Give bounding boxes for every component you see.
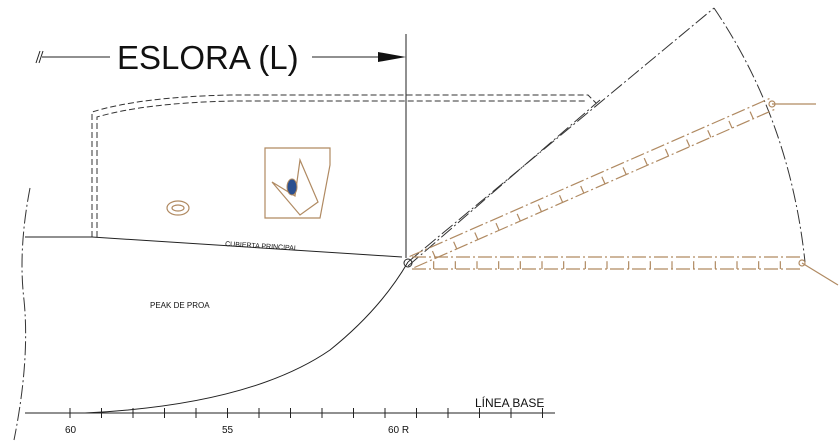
chain <box>410 99 770 257</box>
swing-arc <box>714 8 805 262</box>
chain-link <box>602 177 605 184</box>
compartment-label: PEAK DE PROA <box>150 301 210 310</box>
swing-line <box>408 100 600 266</box>
chain-link <box>729 121 732 128</box>
frame-label: 55 <box>222 425 234 436</box>
chain-link <box>623 167 626 174</box>
baseline-label: LÍNEA BASE <box>475 395 544 410</box>
title: ESLORA (L) <box>117 39 299 76</box>
hawse <box>167 201 189 215</box>
chain-link <box>560 195 563 202</box>
frame-label: 60 <box>65 425 77 436</box>
frame-label: 60 R <box>388 425 409 436</box>
chain-link <box>475 232 478 239</box>
chain <box>414 109 774 267</box>
chain-link <box>496 223 499 230</box>
superstructure <box>92 95 596 237</box>
chain-link <box>644 158 647 165</box>
deck-line <box>25 237 402 257</box>
chain-link <box>538 205 541 212</box>
swing-line <box>408 8 714 262</box>
superstructure <box>97 101 585 237</box>
chain-end <box>802 263 838 285</box>
chain-link <box>665 149 668 156</box>
chain-link <box>750 112 753 119</box>
stem <box>85 262 408 413</box>
deck-label: CUBIERTA PRINCIPAL <box>225 241 298 252</box>
chain-link <box>517 214 520 221</box>
chain-link <box>454 242 457 249</box>
chain-link <box>581 186 584 193</box>
drawing: ESLORA (L) CUBIERTA PRINCIPAL PEAK DE PR… <box>0 0 840 442</box>
hawse <box>172 205 184 211</box>
break-line <box>14 188 30 440</box>
anchor-eye <box>287 179 297 195</box>
chain-link <box>708 130 711 137</box>
arrow-head <box>378 52 406 62</box>
chain-link <box>687 140 690 147</box>
